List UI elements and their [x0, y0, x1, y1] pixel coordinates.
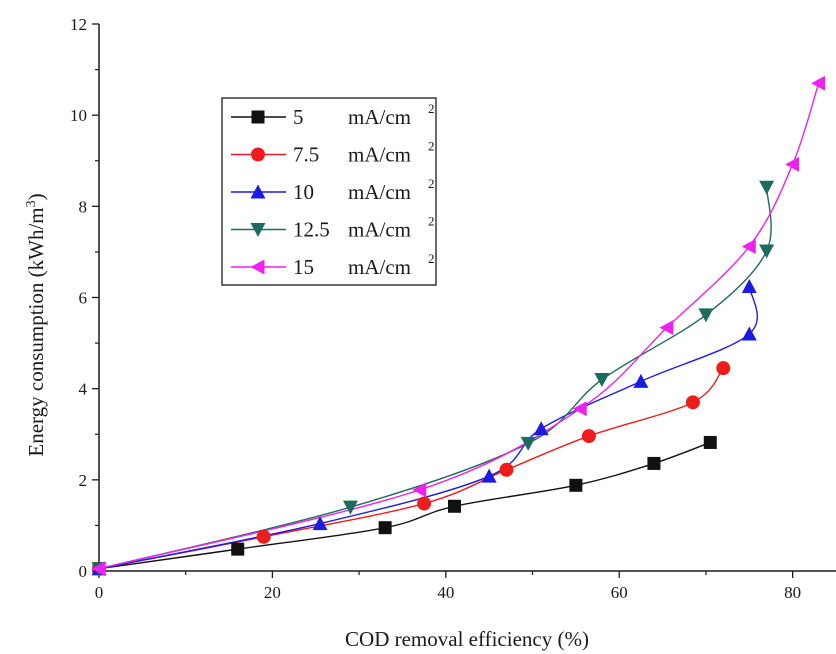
y-tick-label: 12	[70, 15, 87, 34]
data-point-1	[499, 462, 514, 477]
y-axis-title: Energy consumption (kWh/m3)	[24, 193, 48, 456]
data-point-4	[785, 156, 800, 172]
data-point-0	[231, 542, 245, 556]
legend-value: 7.5	[293, 143, 319, 167]
y-tick-label: 6	[79, 289, 88, 308]
legend-marker	[250, 223, 266, 237]
data-point-4	[572, 401, 587, 417]
data-point-2	[741, 279, 757, 294]
legend-marker	[251, 147, 265, 162]
data-point-0	[569, 478, 583, 492]
x-tick-label: 60	[611, 583, 628, 602]
data-point-4	[91, 561, 106, 577]
data-point-4	[659, 320, 674, 336]
series-line-0	[98, 441, 711, 570]
data-point-2	[533, 421, 549, 436]
legend-unit: mA/cm	[348, 255, 411, 279]
legend-value: 12.5	[293, 218, 330, 242]
y-tick-label: 4	[79, 380, 88, 399]
data-point-3	[520, 436, 536, 451]
x-tick-label: 40	[437, 583, 454, 602]
data-point-1	[685, 395, 700, 410]
data-point-3	[594, 373, 610, 388]
legend-unit: mA/cm	[348, 105, 411, 129]
data-point-2	[481, 468, 497, 483]
series-line-3	[98, 187, 772, 570]
series-markers	[91, 75, 826, 577]
legend-unit: mA/cm	[348, 143, 411, 167]
legend-unit-sup: 2	[428, 101, 435, 116]
series-line-4	[98, 83, 820, 570]
y-axis-title-main: Energy consumption (kWh/m	[24, 207, 48, 456]
legend-marker	[250, 184, 266, 199]
data-point-4	[811, 75, 826, 91]
legend-unit-sup: 2	[428, 176, 435, 191]
data-point-3	[698, 308, 714, 323]
x-tick-label: 80	[784, 583, 801, 602]
legend-marker	[251, 110, 265, 124]
y-tick-label: 8	[79, 197, 88, 216]
data-point-2	[312, 516, 328, 531]
data-point-0	[447, 499, 461, 513]
legend-unit: mA/cm	[348, 180, 411, 204]
data-point-4	[412, 482, 427, 498]
x-tick-label: 20	[264, 583, 281, 602]
legend-value: 15	[293, 255, 314, 279]
legend-unit-sup: 2	[428, 251, 435, 266]
series-line-1	[98, 367, 724, 570]
legend-value: 10	[293, 180, 314, 204]
y-axis-title-sup: 3	[24, 200, 39, 207]
legend-unit: mA/cm	[348, 218, 411, 242]
legend: 5 mA/cm 2 7.5 mA/cm 2 10 mA/cm 2 12.5 mA/cm 2 15 mA/c…	[221, 97, 437, 286]
legend-unit-sup: 2	[428, 139, 435, 154]
y-tick-label: 0	[79, 562, 88, 581]
y-tick-label: 10	[70, 106, 87, 125]
legend-unit-sup: 2	[428, 214, 435, 229]
axes	[98, 24, 836, 572]
data-point-2	[633, 373, 649, 388]
ticks: 0 20 40 60 80 0 2 4 6 8 10 12	[70, 15, 801, 602]
data-point-3	[759, 180, 775, 195]
x-axis-title: COD removal efficiency (%)	[345, 627, 589, 651]
data-point-3	[342, 500, 358, 515]
data-point-1	[581, 429, 596, 444]
series-line-2	[98, 286, 758, 570]
data-point-0	[647, 456, 661, 470]
legend-marker	[250, 259, 265, 275]
data-point-3	[759, 244, 775, 259]
series-lines	[98, 83, 820, 570]
data-point-0	[378, 521, 392, 535]
data-point-2	[741, 326, 757, 341]
data-point-1	[256, 529, 271, 544]
data-point-1	[417, 496, 432, 511]
legend-value: 5	[293, 105, 304, 129]
data-point-1	[716, 361, 731, 376]
y-tick-label: 2	[79, 471, 88, 490]
y-axis-title-close: )	[24, 193, 48, 200]
x-tick-label: 0	[95, 583, 104, 602]
data-point-0	[703, 435, 717, 449]
data-point-4	[741, 238, 756, 254]
